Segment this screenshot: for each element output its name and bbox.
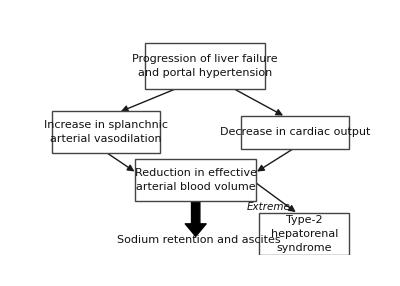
Text: Extreme: Extreme bbox=[247, 202, 291, 212]
Text: Decrease in cardiac output: Decrease in cardiac output bbox=[220, 127, 370, 137]
FancyArrowPatch shape bbox=[185, 202, 206, 236]
FancyBboxPatch shape bbox=[144, 43, 266, 89]
FancyBboxPatch shape bbox=[52, 111, 160, 153]
Text: Type-2
hepatorenal
syndrome: Type-2 hepatorenal syndrome bbox=[270, 214, 338, 253]
FancyBboxPatch shape bbox=[259, 213, 349, 255]
FancyBboxPatch shape bbox=[135, 159, 256, 200]
Text: Progression of liver failure
and portal hypertension: Progression of liver failure and portal … bbox=[132, 54, 278, 78]
Text: Sodium retention and ascites: Sodium retention and ascites bbox=[117, 235, 280, 245]
FancyBboxPatch shape bbox=[241, 116, 349, 149]
Text: Reduction in effective
arterial blood volume: Reduction in effective arterial blood vo… bbox=[135, 168, 257, 192]
Text: Increase in splanchnic
arterial vasodilation: Increase in splanchnic arterial vasodila… bbox=[44, 120, 168, 144]
